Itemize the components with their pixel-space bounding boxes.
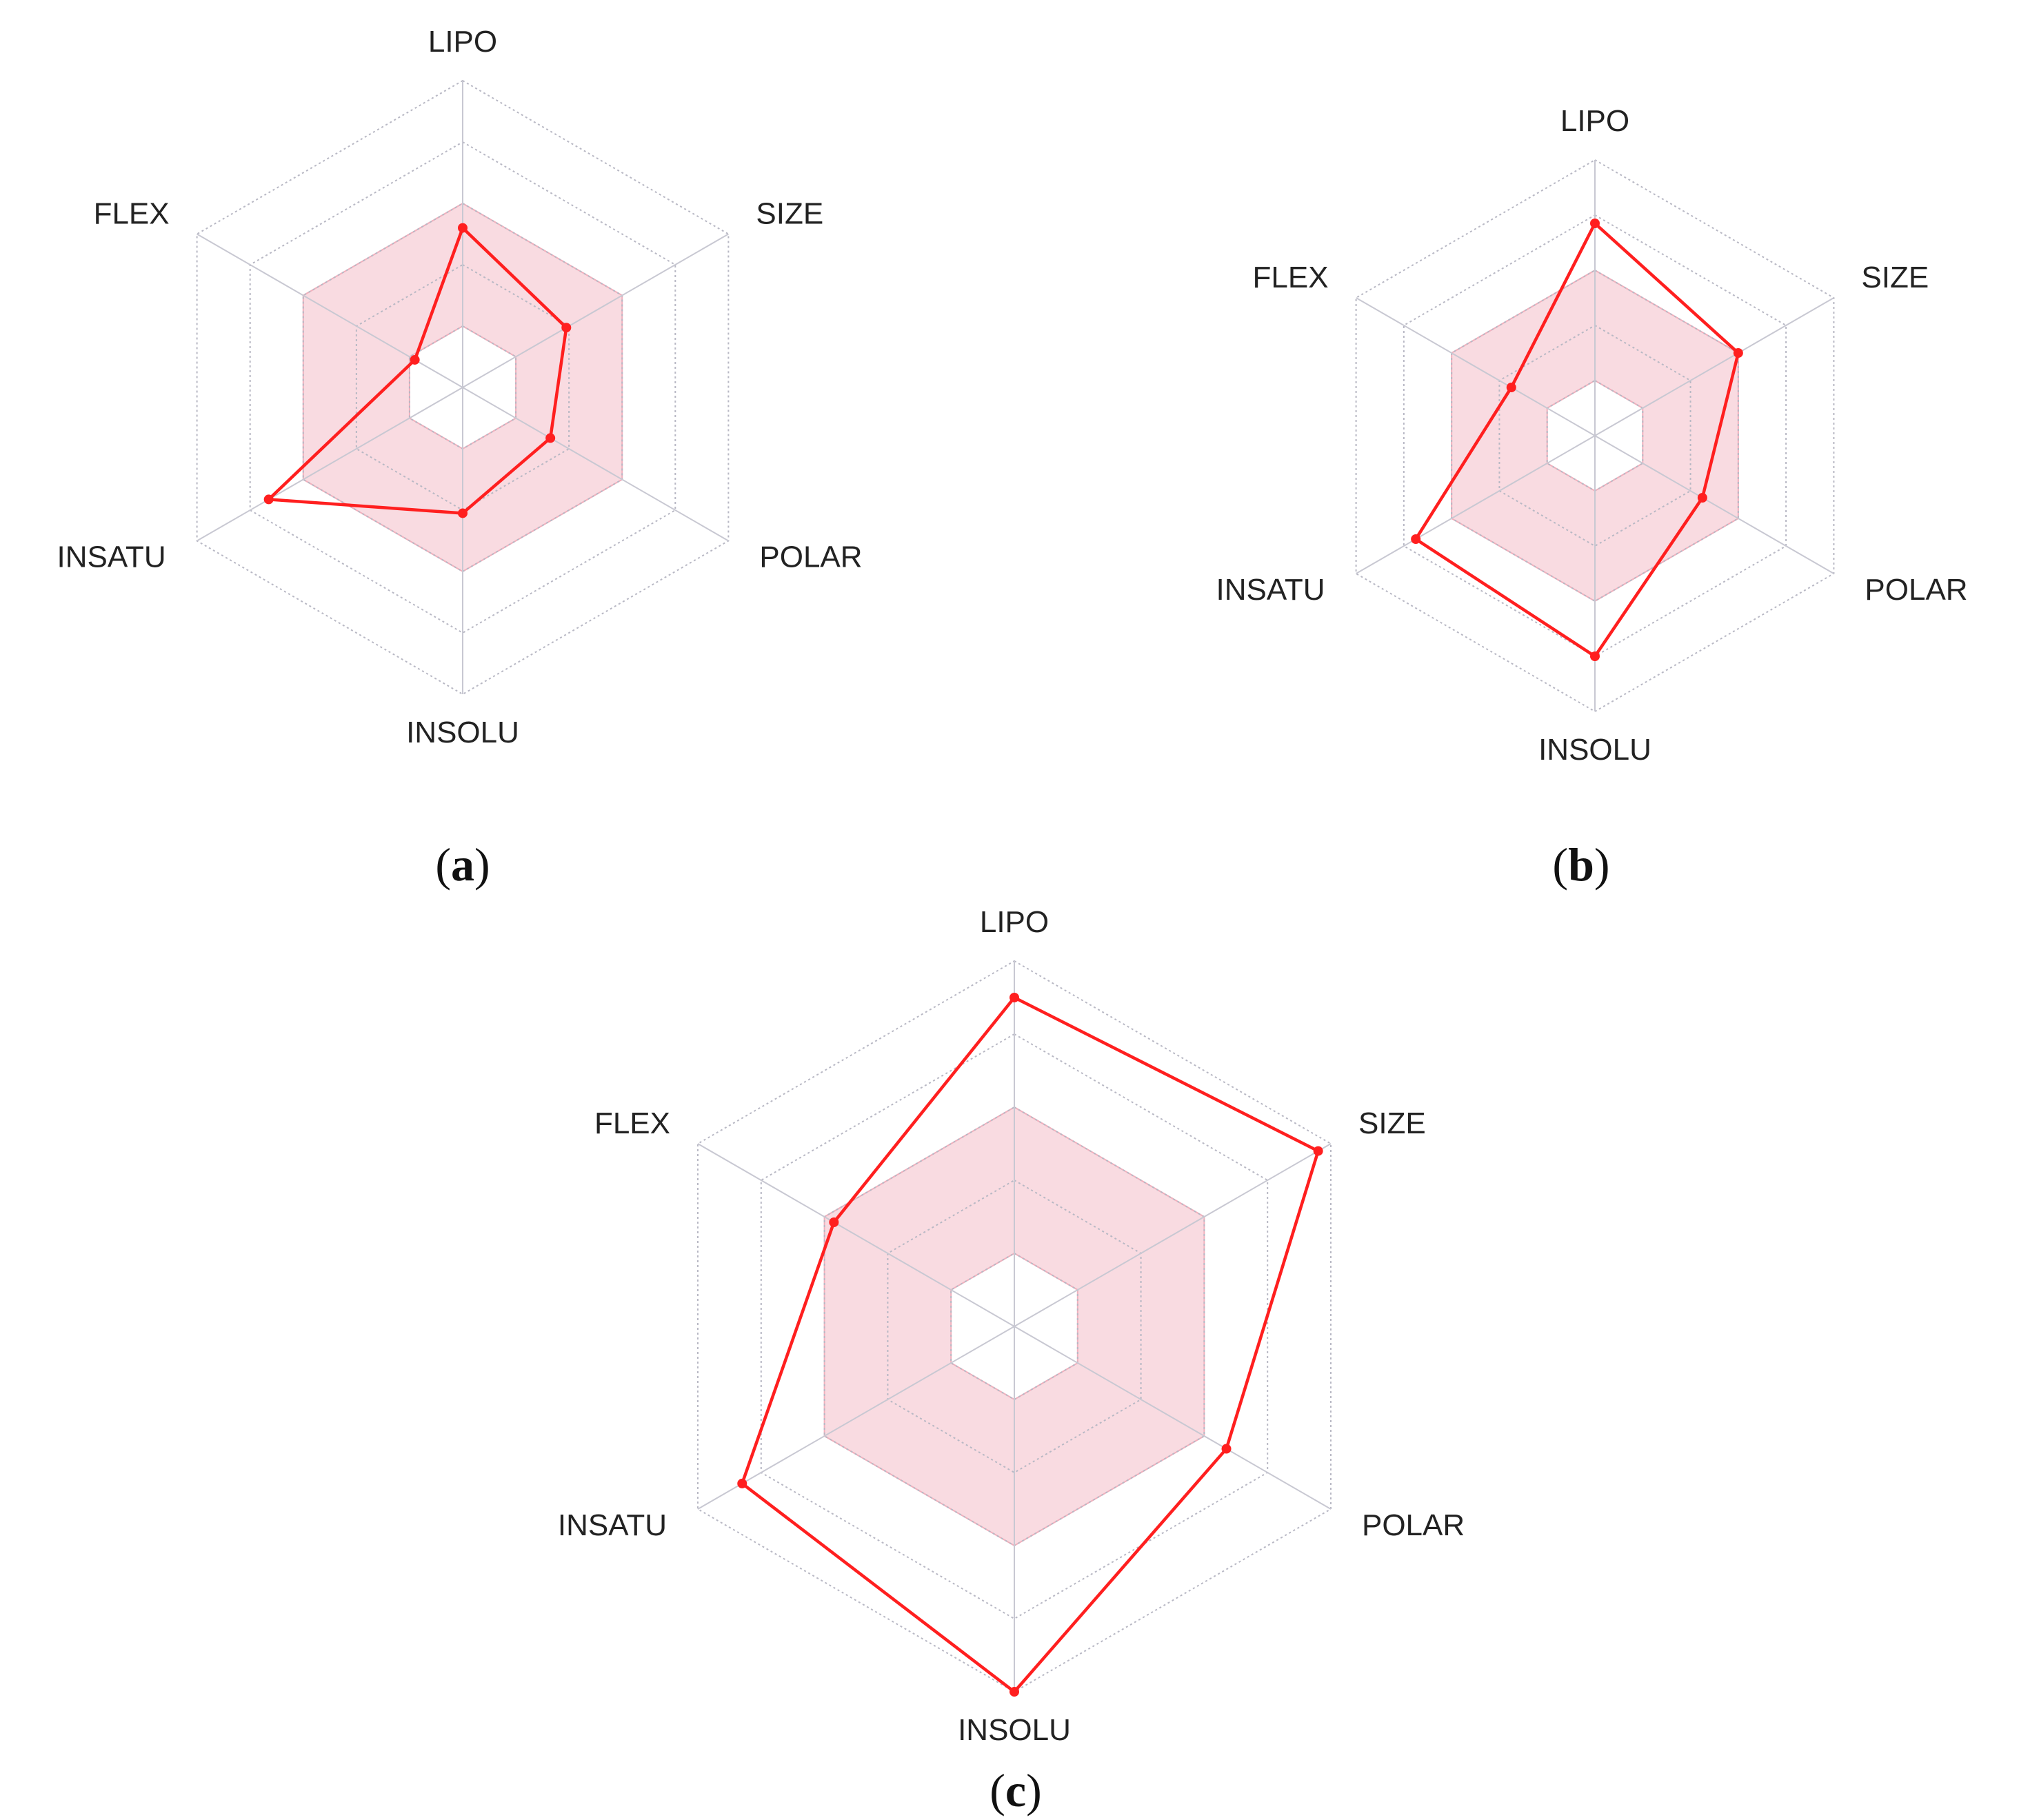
data-point-b-size: [1733, 348, 1743, 358]
axis-label-b-lipo: LIPO: [1560, 104, 1629, 138]
radar-chart-b: LIPO SIZE POLAR INSOLU INSATU FLEX: [1216, 104, 1967, 767]
axis-label-b-flex: FLEX: [1253, 261, 1329, 294]
axis-line-a-insatu: [197, 387, 463, 542]
axis-label-a-polar: POLAR: [759, 540, 862, 574]
axis-line-b-polar: [1594, 435, 1834, 574]
panel-caption-a: (a): [435, 838, 490, 891]
data-point-c-polar: [1221, 1444, 1232, 1454]
axis-label-c-lipo: LIPO: [980, 905, 1049, 939]
data-point-a-flex: [410, 354, 420, 365]
data-point-b-polar: [1697, 493, 1707, 503]
axis-label-c-insolu: INSOLU: [958, 1713, 1071, 1747]
data-point-b-insolu: [1590, 651, 1600, 661]
data-point-b-insatu: [1411, 534, 1421, 544]
data-point-a-size: [561, 323, 572, 333]
data-point-c-lipo: [1010, 993, 1019, 1002]
panel-caption-b: (b): [1552, 838, 1609, 891]
data-point-a-lipo: [458, 223, 468, 233]
axis-line-c-flex: [697, 1143, 1015, 1327]
axis-line-c-size: [1014, 1143, 1332, 1327]
data-point-c-insolu: [1010, 1687, 1019, 1697]
axis-line-a-size: [462, 233, 729, 388]
data-point-c-size: [1313, 1146, 1323, 1156]
axis-label-b-insatu: INSATU: [1216, 573, 1325, 607]
axis-label-c-flex: FLEX: [594, 1106, 670, 1140]
axis-line-c-polar: [1014, 1326, 1332, 1510]
radar-chart-c: LIPO SIZE POLAR INSOLU INSATU FLEX: [558, 905, 1465, 1747]
axis-label-c-polar: POLAR: [1362, 1508, 1465, 1542]
axis-label-c-size: SIZE: [1358, 1106, 1426, 1140]
axis-line-b-flex: [1356, 297, 1596, 436]
radar-chart-a: LIPO SIZE POLAR INSOLU INSATU FLEX: [57, 25, 863, 749]
axis-label-b-size: SIZE: [1861, 261, 1929, 294]
axis-label-b-polar: POLAR: [1865, 573, 1967, 607]
panel-caption-c: (c): [990, 1764, 1042, 1817]
data-point-b-flex: [1506, 383, 1516, 392]
axis-line-b-insatu: [1356, 435, 1596, 574]
data-point-a-polar: [545, 433, 556, 443]
axis-line-b-size: [1594, 297, 1834, 436]
axis-line-a-polar: [462, 387, 729, 542]
axis-label-a-insolu: INSOLU: [406, 716, 519, 749]
data-point-c-flex: [829, 1217, 839, 1227]
data-point-b-lipo: [1590, 219, 1600, 228]
axis-label-a-size: SIZE: [756, 197, 823, 231]
axis-label-a-flex: FLEX: [94, 197, 170, 231]
axis-label-a-lipo: LIPO: [428, 25, 497, 59]
axis-label-a-insatu: INSATU: [57, 540, 166, 574]
data-point-a-insatu: [263, 494, 274, 505]
axis-label-b-insolu: INSOLU: [1538, 733, 1651, 767]
axis-line-c-insatu: [697, 1326, 1015, 1510]
data-point-a-insolu: [458, 508, 468, 518]
axis-label-c-insatu: INSATU: [558, 1508, 667, 1542]
data-point-c-insatu: [737, 1478, 747, 1488]
